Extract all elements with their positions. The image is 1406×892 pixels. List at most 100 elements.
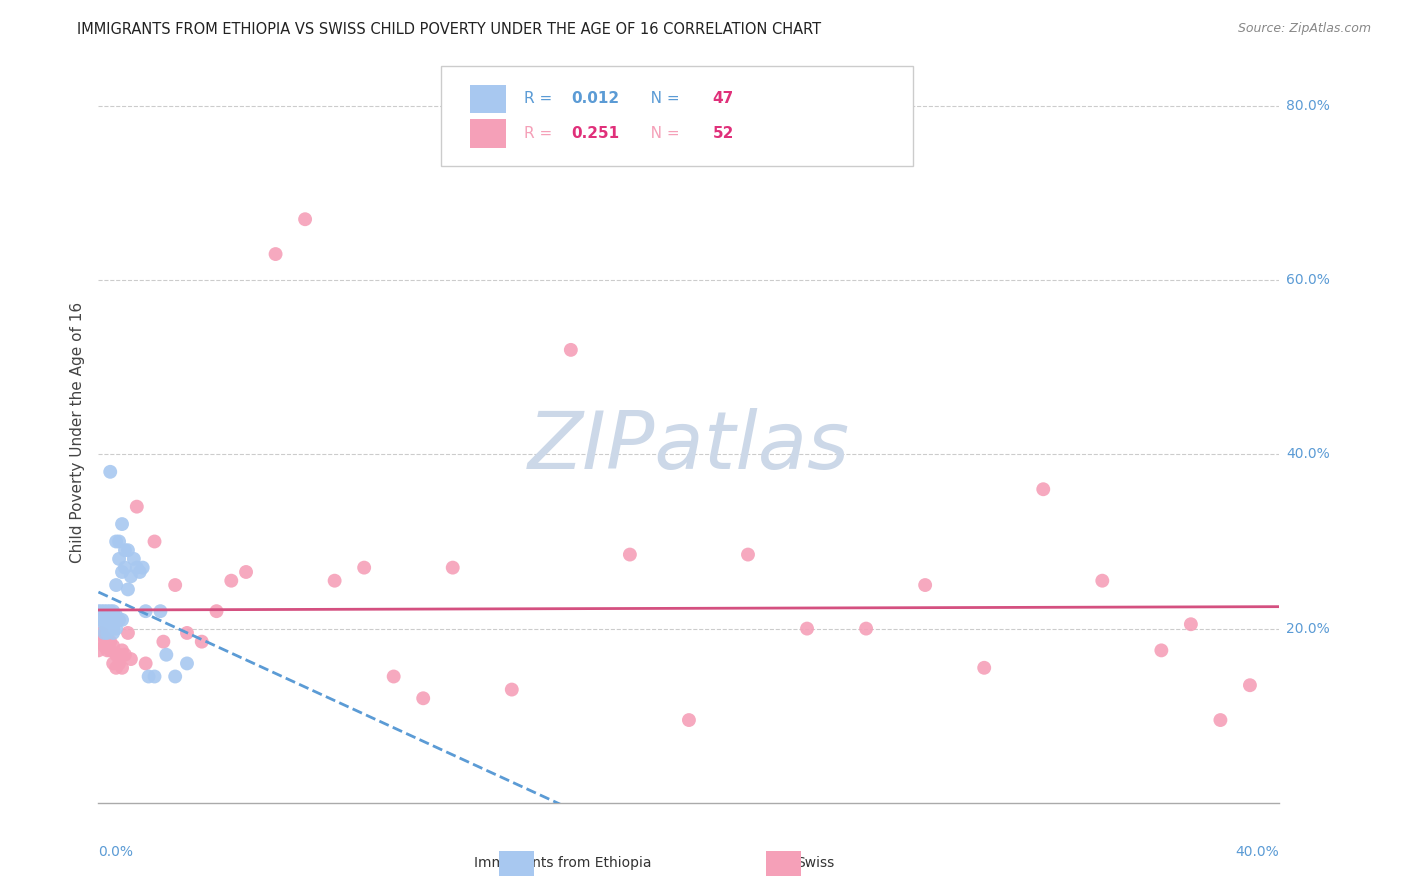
- Point: [108, 657, 131, 671]
- Point: [108, 648, 131, 662]
- Point: [165, 669, 187, 683]
- Point: [103, 622, 125, 636]
- Y-axis label: Child Poverty Under the Age of 16: Child Poverty Under the Age of 16: [69, 302, 84, 563]
- Point: [1180, 617, 1202, 632]
- Text: 0.251: 0.251: [571, 126, 619, 141]
- Point: [323, 574, 346, 588]
- Text: R =: R =: [523, 126, 557, 141]
- Text: 40.0%: 40.0%: [1286, 448, 1330, 461]
- Point: [294, 212, 316, 227]
- Point: [93, 617, 115, 632]
- Point: [176, 626, 198, 640]
- Point: [114, 543, 136, 558]
- Text: IMMIGRANTS FROM ETHIOPIA VS SWISS CHILD POVERTY UNDER THE AGE OF 16 CORRELATION : IMMIGRANTS FROM ETHIOPIA VS SWISS CHILD …: [77, 22, 821, 37]
- Point: [1209, 713, 1232, 727]
- Point: [1239, 678, 1261, 692]
- Point: [120, 569, 142, 583]
- Point: [191, 634, 214, 648]
- Point: [914, 578, 936, 592]
- Text: 20.0%: 20.0%: [1286, 622, 1330, 636]
- Point: [96, 617, 118, 632]
- Point: [96, 604, 118, 618]
- Point: [98, 634, 121, 648]
- Point: [441, 560, 464, 574]
- Point: [114, 560, 136, 574]
- Text: 47: 47: [713, 91, 734, 106]
- Text: N =: N =: [636, 126, 685, 141]
- Point: [138, 669, 160, 683]
- Text: N =: N =: [636, 91, 685, 106]
- Point: [117, 543, 139, 558]
- Point: [135, 657, 157, 671]
- Point: [165, 578, 187, 592]
- Text: ZIPatlas: ZIPatlas: [527, 409, 851, 486]
- Point: [128, 565, 150, 579]
- Point: [96, 622, 118, 636]
- Point: [96, 634, 118, 648]
- Point: [132, 560, 155, 574]
- Point: [501, 682, 523, 697]
- FancyBboxPatch shape: [471, 85, 506, 112]
- Point: [105, 608, 128, 623]
- Point: [111, 517, 134, 532]
- Point: [412, 691, 434, 706]
- Point: [103, 639, 125, 653]
- Point: [103, 657, 125, 671]
- Point: [105, 622, 128, 636]
- Point: [98, 465, 121, 479]
- Point: [103, 604, 125, 618]
- Point: [155, 648, 177, 662]
- Text: 80.0%: 80.0%: [1286, 99, 1330, 113]
- Point: [98, 622, 121, 636]
- FancyBboxPatch shape: [471, 120, 506, 147]
- Text: Immigrants from Ethiopia: Immigrants from Ethiopia: [474, 856, 651, 871]
- Point: [108, 534, 131, 549]
- Point: [796, 622, 818, 636]
- Point: [1150, 643, 1173, 657]
- Point: [152, 634, 174, 648]
- Point: [87, 643, 110, 657]
- Point: [90, 613, 112, 627]
- Point: [90, 626, 112, 640]
- Point: [125, 560, 148, 574]
- Point: [117, 626, 139, 640]
- Point: [143, 669, 166, 683]
- Point: [219, 574, 242, 588]
- Point: [105, 578, 128, 592]
- Text: R =: R =: [523, 91, 557, 106]
- Point: [87, 604, 110, 618]
- Point: [149, 604, 172, 618]
- Text: Swiss: Swiss: [796, 856, 835, 871]
- Point: [98, 604, 121, 618]
- Point: [108, 552, 131, 566]
- Point: [96, 626, 118, 640]
- Point: [855, 622, 877, 636]
- Point: [117, 582, 139, 597]
- Point: [90, 604, 112, 618]
- Point: [93, 639, 115, 653]
- Point: [93, 626, 115, 640]
- Point: [125, 500, 148, 514]
- Text: 40.0%: 40.0%: [1236, 845, 1279, 859]
- Point: [105, 534, 128, 549]
- Point: [96, 643, 118, 657]
- FancyBboxPatch shape: [441, 66, 914, 166]
- Point: [122, 552, 145, 566]
- Text: 0.012: 0.012: [571, 91, 619, 106]
- Point: [111, 565, 134, 579]
- Point: [264, 247, 287, 261]
- Point: [235, 565, 257, 579]
- Point: [737, 548, 759, 562]
- Point: [560, 343, 582, 357]
- Point: [103, 626, 125, 640]
- Point: [93, 604, 115, 618]
- Point: [98, 613, 121, 627]
- Text: 60.0%: 60.0%: [1286, 273, 1330, 287]
- Point: [1032, 482, 1054, 496]
- Point: [93, 630, 115, 644]
- Point: [90, 608, 112, 623]
- Point: [90, 634, 112, 648]
- Point: [619, 548, 641, 562]
- Point: [111, 613, 134, 627]
- Point: [678, 713, 700, 727]
